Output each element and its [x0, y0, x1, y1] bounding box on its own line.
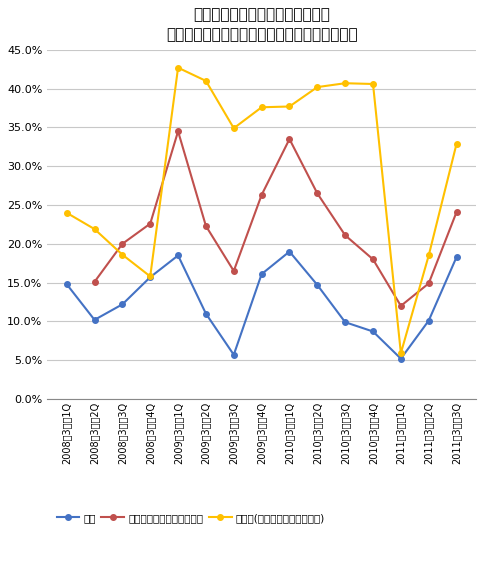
全体: [64, 281, 70, 288]
全体: [119, 301, 125, 308]
コンシューマ・オンライン: [286, 136, 292, 142]
コンシューマ・オンライン: [147, 220, 153, 227]
全体: [147, 274, 153, 280]
その他(キャラライセンスなど): [147, 273, 153, 280]
Line: 全体: 全体: [64, 249, 459, 361]
その他(キャラライセンスなど): [314, 84, 320, 91]
Line: コンシューマ・オンライン: コンシューマ・オンライン: [92, 129, 459, 309]
その他(キャラライセンスなど): [231, 125, 237, 132]
その他(キャラライセンスなど): [342, 80, 348, 87]
その他(キャラライセンスなど): [259, 104, 265, 111]
コンシューマ・オンライン: [398, 303, 404, 310]
全体: [314, 282, 320, 288]
その他(キャラライセンスなど): [119, 251, 125, 258]
Legend: 全体, コンシューマ・オンライン, その他(キャラライセンスなど): 全体, コンシューマ・オンライン, その他(キャラライセンスなど): [52, 509, 329, 527]
その他(キャラライセンスなど): [370, 80, 376, 87]
Line: その他(キャラライセンスなど): その他(キャラライセンスなど): [64, 65, 459, 356]
全体: [92, 316, 98, 323]
コンシューマ・オンライン: [259, 192, 265, 198]
その他(キャラライセンスなど): [286, 103, 292, 110]
全体: [175, 252, 181, 259]
コンシューマ・オンライン: [203, 222, 209, 229]
コンシューマ・オンライン: [370, 256, 376, 263]
コンシューマ・オンライン: [342, 232, 348, 239]
全体: [342, 319, 348, 325]
その他(キャラライセンスなど): [203, 78, 209, 84]
全体: [286, 248, 292, 255]
コンシューマ・オンライン: [426, 280, 432, 287]
その他(キャラライセンスなど): [426, 252, 432, 259]
その他(キャラライセンスなど): [64, 209, 70, 216]
コンシューマ・オンライン: [175, 128, 181, 135]
その他(キャラライセンスなど): [175, 64, 181, 71]
コンシューマ・オンライン: [92, 278, 98, 285]
その他(キャラライセンスなど): [92, 226, 98, 233]
全体: [454, 254, 459, 260]
コンシューマ・オンライン: [231, 267, 237, 274]
全体: [398, 355, 404, 362]
全体: [231, 351, 237, 358]
全体: [259, 271, 265, 278]
全体: [203, 310, 209, 317]
全体: [426, 317, 432, 324]
コンシューマ・オンライン: [119, 241, 125, 247]
その他(キャラライセンスなど): [398, 350, 404, 357]
全体: [370, 328, 376, 335]
Title: カプコン四半期別営業利益率推移
（全体、コンシューマ・オンライン、その他）: カプコン四半期別営業利益率推移 （全体、コンシューマ・オンライン、その他）: [166, 7, 357, 42]
その他(キャラライセンスなど): [454, 140, 459, 147]
コンシューマ・オンライン: [454, 209, 459, 215]
コンシューマ・オンライン: [314, 190, 320, 197]
